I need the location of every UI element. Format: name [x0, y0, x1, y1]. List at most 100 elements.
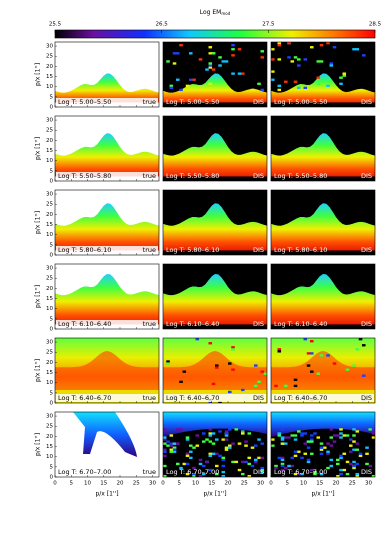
noise-pixel — [310, 434, 314, 437]
noise-pixel — [284, 436, 288, 439]
emission-band — [271, 274, 375, 329]
x-tick-label: 30 — [149, 481, 156, 487]
noise-pixel — [349, 438, 353, 441]
panel-image — [55, 264, 159, 329]
noise-pixel — [208, 66, 213, 69]
noise-pixel — [310, 370, 314, 373]
y-axis-label: p/x [1''] — [35, 285, 42, 308]
noise-pixel — [211, 68, 216, 71]
emission-band — [271, 73, 375, 107]
noise-pixel — [215, 452, 219, 455]
temperature-label: Log T: 6.70–7.00 — [58, 468, 111, 476]
y-tick-label: 30 — [46, 118, 53, 124]
noise-pixel — [231, 368, 235, 371]
y-tick-label: 30 — [46, 414, 53, 420]
noise-pixel — [277, 434, 282, 437]
noise-pixel — [277, 348, 282, 351]
noise-pixel — [205, 68, 209, 71]
x-tick-label: 25 — [133, 481, 140, 487]
noise-pixel — [352, 48, 356, 51]
noise-pixel — [221, 464, 226, 468]
noise-pixel — [182, 462, 187, 466]
noise-pixel — [250, 446, 255, 449]
x-tick-label: 0 — [53, 481, 57, 487]
noise-pixel — [319, 448, 324, 451]
noise-pixel — [205, 460, 209, 464]
noise-pixel — [208, 428, 213, 431]
noise-pixel — [172, 52, 177, 55]
noise-pixel — [205, 438, 209, 441]
noise-pixel — [345, 460, 350, 464]
label-box — [56, 468, 158, 476]
noise-pixel — [300, 432, 304, 435]
noise-pixel — [352, 464, 356, 468]
noise-pixel — [237, 468, 242, 472]
noise-pixel — [316, 436, 321, 439]
noise-pixel — [221, 470, 226, 474]
noise-pixel — [287, 436, 291, 439]
y-tick-label: 0 — [50, 179, 54, 185]
noise-pixel — [293, 472, 298, 476]
noise-pixel — [306, 458, 311, 462]
noise-pixel — [293, 378, 298, 381]
noise-pixel — [342, 72, 347, 75]
label-box — [56, 320, 158, 328]
noise-pixel — [211, 452, 216, 455]
noise-pixel — [271, 70, 275, 73]
noise-pixel — [306, 446, 311, 449]
noise-pixel — [300, 456, 304, 460]
noise-pixel — [247, 462, 252, 466]
noise-pixel — [352, 466, 356, 470]
y-tick-label: 25 — [46, 202, 53, 208]
noise-pixel — [228, 444, 232, 447]
noise-pixel — [257, 456, 261, 460]
noise-pixel — [284, 466, 288, 470]
y-tick-label: 0 — [50, 105, 54, 111]
noise-pixel — [208, 82, 213, 85]
temperature-label: Log T: 5.80–6.10 — [58, 246, 111, 254]
panel-tag: true — [143, 394, 156, 402]
noise-pixel — [198, 474, 203, 477]
noise-pixel — [179, 466, 183, 470]
noise-pixel — [358, 338, 363, 341]
noise-pixel — [224, 430, 229, 433]
noise-pixel — [371, 474, 375, 477]
noise-pixel — [234, 460, 239, 464]
noise-pixel — [179, 428, 183, 431]
noise-pixel — [355, 348, 360, 351]
noise-pixel — [280, 458, 285, 462]
noise-pixel — [208, 454, 213, 457]
y-tick-label: 10 — [46, 84, 53, 90]
temperature-label: Log T: 5.50–5.80 — [58, 172, 111, 180]
noise-pixel — [280, 436, 285, 439]
x-axis-label: p/x [1''] — [311, 491, 334, 498]
y-tick-label: 15 — [46, 222, 53, 228]
noise-pixel — [280, 428, 285, 431]
noise-pixel — [208, 64, 213, 67]
y-tick-label: 10 — [46, 380, 53, 386]
panel-image — [55, 412, 159, 477]
noise-pixel — [163, 438, 167, 441]
noise-pixel — [290, 434, 295, 437]
temperature-label: Log T: 6.70–7.00 — [166, 468, 219, 476]
panel-tag: DIS — [361, 172, 372, 180]
noise-pixel — [163, 464, 167, 468]
noise-pixel — [260, 456, 265, 460]
noise-pixel — [319, 442, 324, 445]
y-axis-label: p/x [1''] — [35, 359, 42, 382]
noise-pixel — [260, 56, 265, 59]
noise-pixel — [257, 380, 261, 383]
x-tick-label: 30 — [365, 481, 372, 487]
noise-pixel — [326, 442, 330, 445]
y-tick-label: 20 — [46, 138, 53, 144]
noise-pixel — [277, 58, 282, 61]
panel-image — [163, 116, 267, 181]
label-box — [56, 394, 158, 402]
noise-pixel — [237, 48, 242, 51]
noise-pixel — [271, 58, 275, 61]
x-tick-label: 5 — [70, 481, 74, 487]
band-base — [271, 250, 375, 255]
noise-pixel — [166, 60, 170, 63]
noise-pixel — [336, 434, 340, 437]
noise-pixel — [224, 434, 229, 437]
